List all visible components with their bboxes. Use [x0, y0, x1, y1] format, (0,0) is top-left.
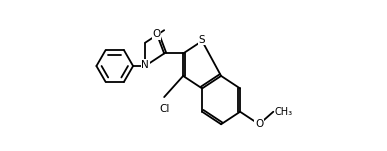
Text: N: N — [141, 60, 149, 70]
Text: CH₃: CH₃ — [274, 107, 293, 117]
Text: O: O — [153, 29, 161, 39]
Text: O: O — [255, 119, 263, 129]
Text: Cl: Cl — [159, 104, 170, 114]
Text: S: S — [199, 35, 205, 45]
